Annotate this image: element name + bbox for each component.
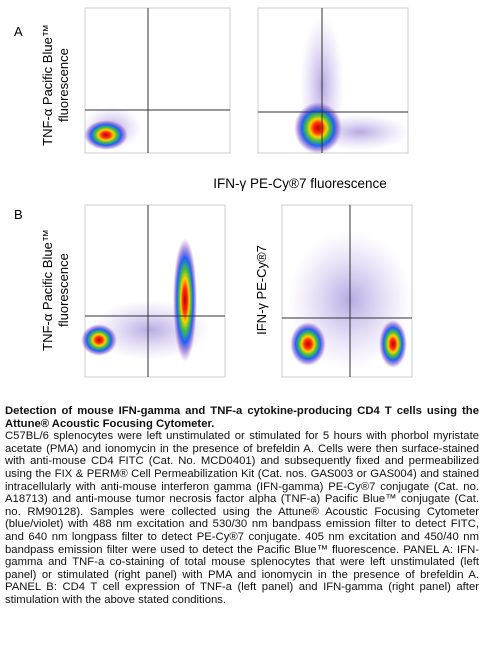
panel-label: B xyxy=(14,207,23,222)
caption: Detection of mouse IFN-gamma and TNF-a c… xyxy=(5,405,479,607)
quadrant-lines xyxy=(85,8,412,377)
plot-frame xyxy=(84,7,231,154)
y-axis-label: IFN-γ PE-Cy®7 xyxy=(254,245,269,335)
caption-title: Detection of mouse IFN-gamma and TNF-a c… xyxy=(5,405,479,430)
y-axis-label: TNF-α Pacific Blue™ xyxy=(40,24,55,146)
blob xyxy=(294,102,342,154)
blob xyxy=(81,324,117,356)
plot-frames xyxy=(84,7,413,378)
panel-label: A xyxy=(14,24,23,39)
x-axis-label: IFN-γ PE-Cy®7 fluorescence xyxy=(213,176,387,191)
y-axis-label: fluorescence xyxy=(56,253,71,327)
density xyxy=(81,15,412,370)
blob xyxy=(84,120,128,150)
y-axis-label: TNF-α Pacific Blue™ xyxy=(40,229,55,351)
caption-body: C57BL/6 splenocytes were left unstimulat… xyxy=(5,430,479,606)
plot-frame xyxy=(281,204,413,378)
blob xyxy=(290,322,326,366)
figure: A B IFN-γ PE-Cy®7 fluorescence TNF-α Pac… xyxy=(14,7,413,378)
plot-frame xyxy=(84,204,226,378)
blob xyxy=(379,320,407,368)
plot-frame xyxy=(257,7,409,154)
y-axis-label: fluorescence xyxy=(56,48,71,122)
blob xyxy=(173,238,197,362)
